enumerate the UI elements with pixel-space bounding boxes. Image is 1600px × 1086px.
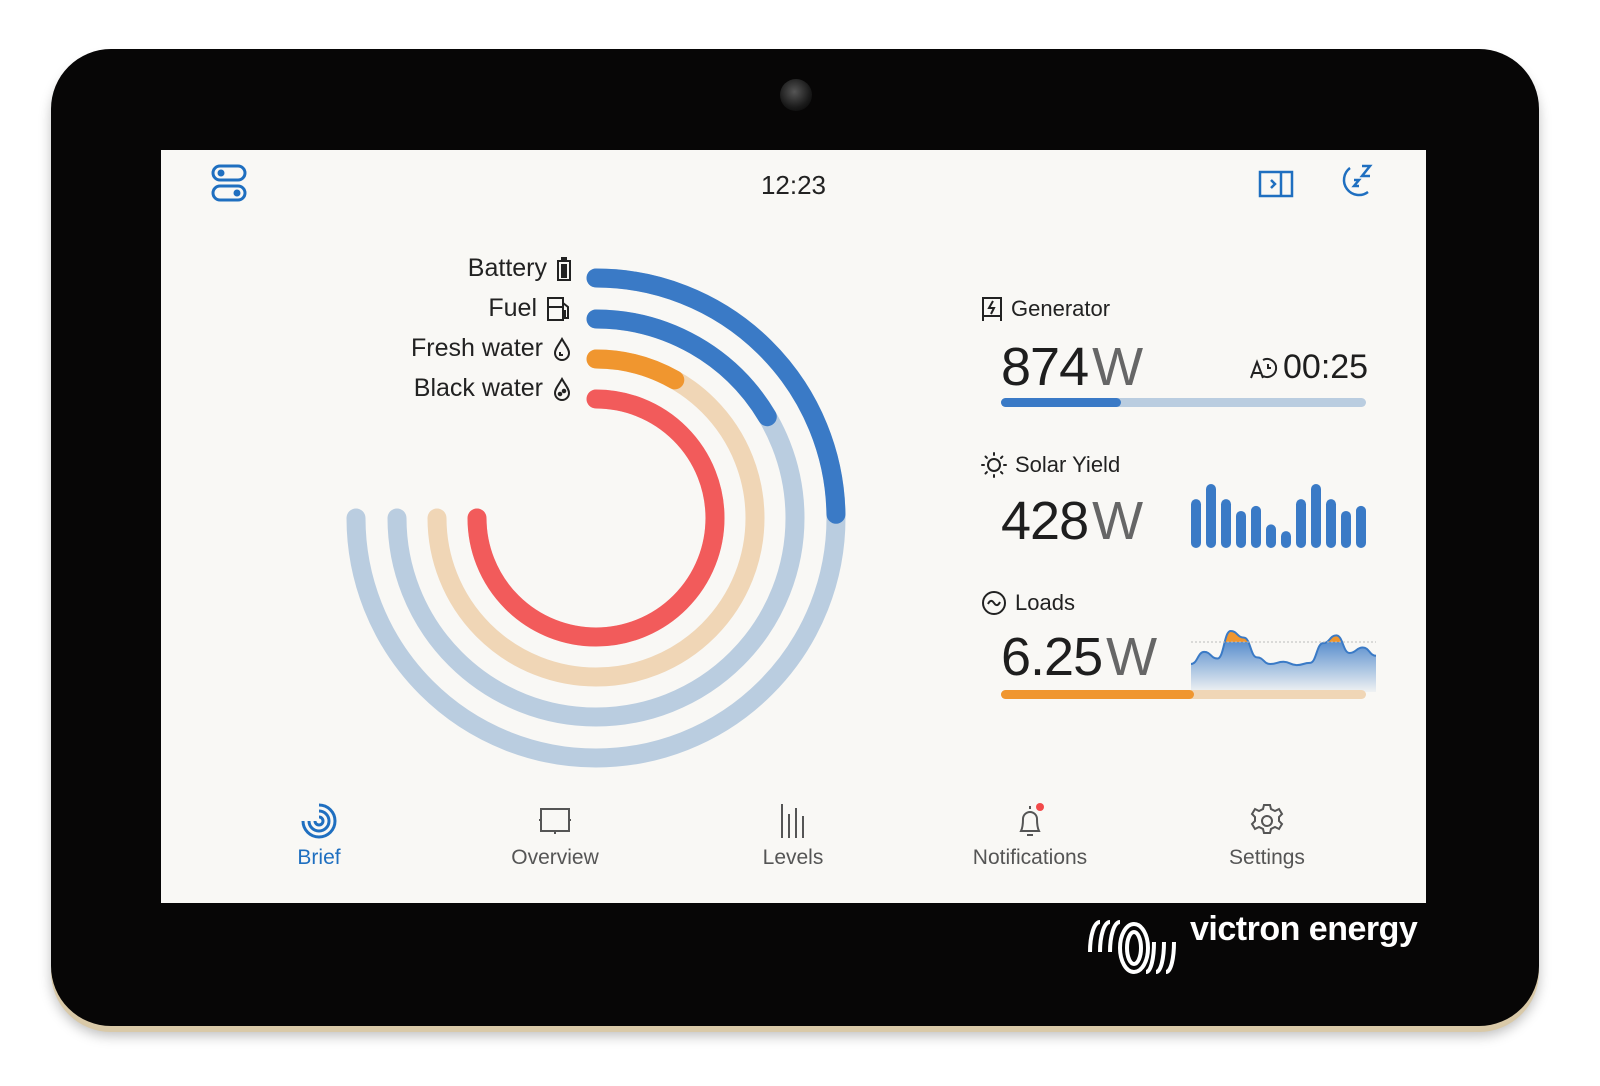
loads-bar — [1001, 690, 1366, 699]
level-fill-1 — [586, 309, 777, 427]
solar-bar — [1251, 505, 1261, 548]
nav-brief[interactable]: Brief — [239, 802, 399, 870]
level-fill-2 — [586, 349, 685, 390]
solar-bar — [1356, 505, 1366, 548]
level-label-battery: Battery — [468, 254, 571, 283]
nav-settings[interactable]: Settings — [1187, 802, 1347, 870]
screen: 12:23 Battery Fuel Fresh water Black wat… — [161, 150, 1426, 903]
level-fill-0 — [586, 268, 846, 524]
solar-bar — [1311, 484, 1321, 548]
victron-logo-mark — [1088, 920, 1176, 974]
generator-icon — [982, 297, 1002, 321]
solar-bar — [1266, 524, 1276, 548]
sun-icon — [981, 452, 1007, 478]
solar-history-chart — [1191, 484, 1366, 548]
victron-logo: victron energy — [1082, 910, 1418, 976]
loads-title: Loads — [981, 590, 1075, 616]
nav-notifications[interactable]: Notifications — [950, 802, 1110, 870]
nav-levels[interactable]: Levels — [713, 802, 873, 870]
overview-icon — [539, 808, 571, 834]
solar-bar — [1206, 484, 1216, 548]
brief-icon — [301, 803, 337, 839]
solar-bar — [1191, 499, 1201, 548]
ac-wave-icon — [982, 591, 1006, 615]
generator-title: Generator — [981, 296, 1110, 322]
level-label-fresh-water: Fresh water — [411, 334, 571, 363]
black-water-drop-icon — [553, 376, 571, 401]
generator-runtime: 00:25 — [1249, 348, 1368, 387]
solar-bar — [1326, 499, 1336, 548]
level-fill-3 — [467, 389, 725, 647]
solar-bar — [1296, 499, 1306, 548]
clock: 12:23 — [760, 170, 827, 200]
camera — [780, 79, 812, 111]
battery-icon — [557, 256, 571, 281]
generator-power: 874W — [1001, 337, 1143, 397]
level-label-black-water: Black water — [414, 374, 571, 403]
levels-ring-chart — [346, 268, 846, 768]
generator-load-fill — [1001, 398, 1122, 407]
solar-bar — [1281, 531, 1291, 548]
gear-icon — [1250, 804, 1284, 834]
auto-timer-icon — [1250, 357, 1278, 378]
level-track-2 — [427, 349, 765, 687]
solar-power: 428W — [1001, 491, 1143, 551]
bell-icon — [1019, 803, 1044, 836]
loads-peak-area — [1224, 631, 1343, 642]
levels-icon — [781, 804, 804, 838]
sleep-icon[interactable] — [1336, 162, 1376, 207]
loads-fill — [1001, 690, 1195, 699]
sidebar-toggle-icon[interactable] — [1258, 170, 1294, 203]
solar-bar — [1236, 510, 1246, 548]
loads-area — [1191, 631, 1376, 692]
solar-bar — [1341, 510, 1351, 548]
nav-overview[interactable]: Overview — [475, 802, 635, 870]
fuel-pump-icon — [547, 296, 569, 321]
solar-bar — [1221, 499, 1231, 548]
toggles-icon[interactable] — [211, 164, 247, 207]
generator-load-bar — [1001, 398, 1366, 407]
solar-title: Solar Yield — [981, 452, 1120, 478]
level-label-fuel: Fuel — [488, 294, 571, 323]
water-drop-icon — [553, 336, 571, 361]
loads-history-chart — [1191, 629, 1376, 692]
loads-power: 6.25W — [1001, 627, 1157, 687]
loads-line — [1191, 629, 1376, 667]
